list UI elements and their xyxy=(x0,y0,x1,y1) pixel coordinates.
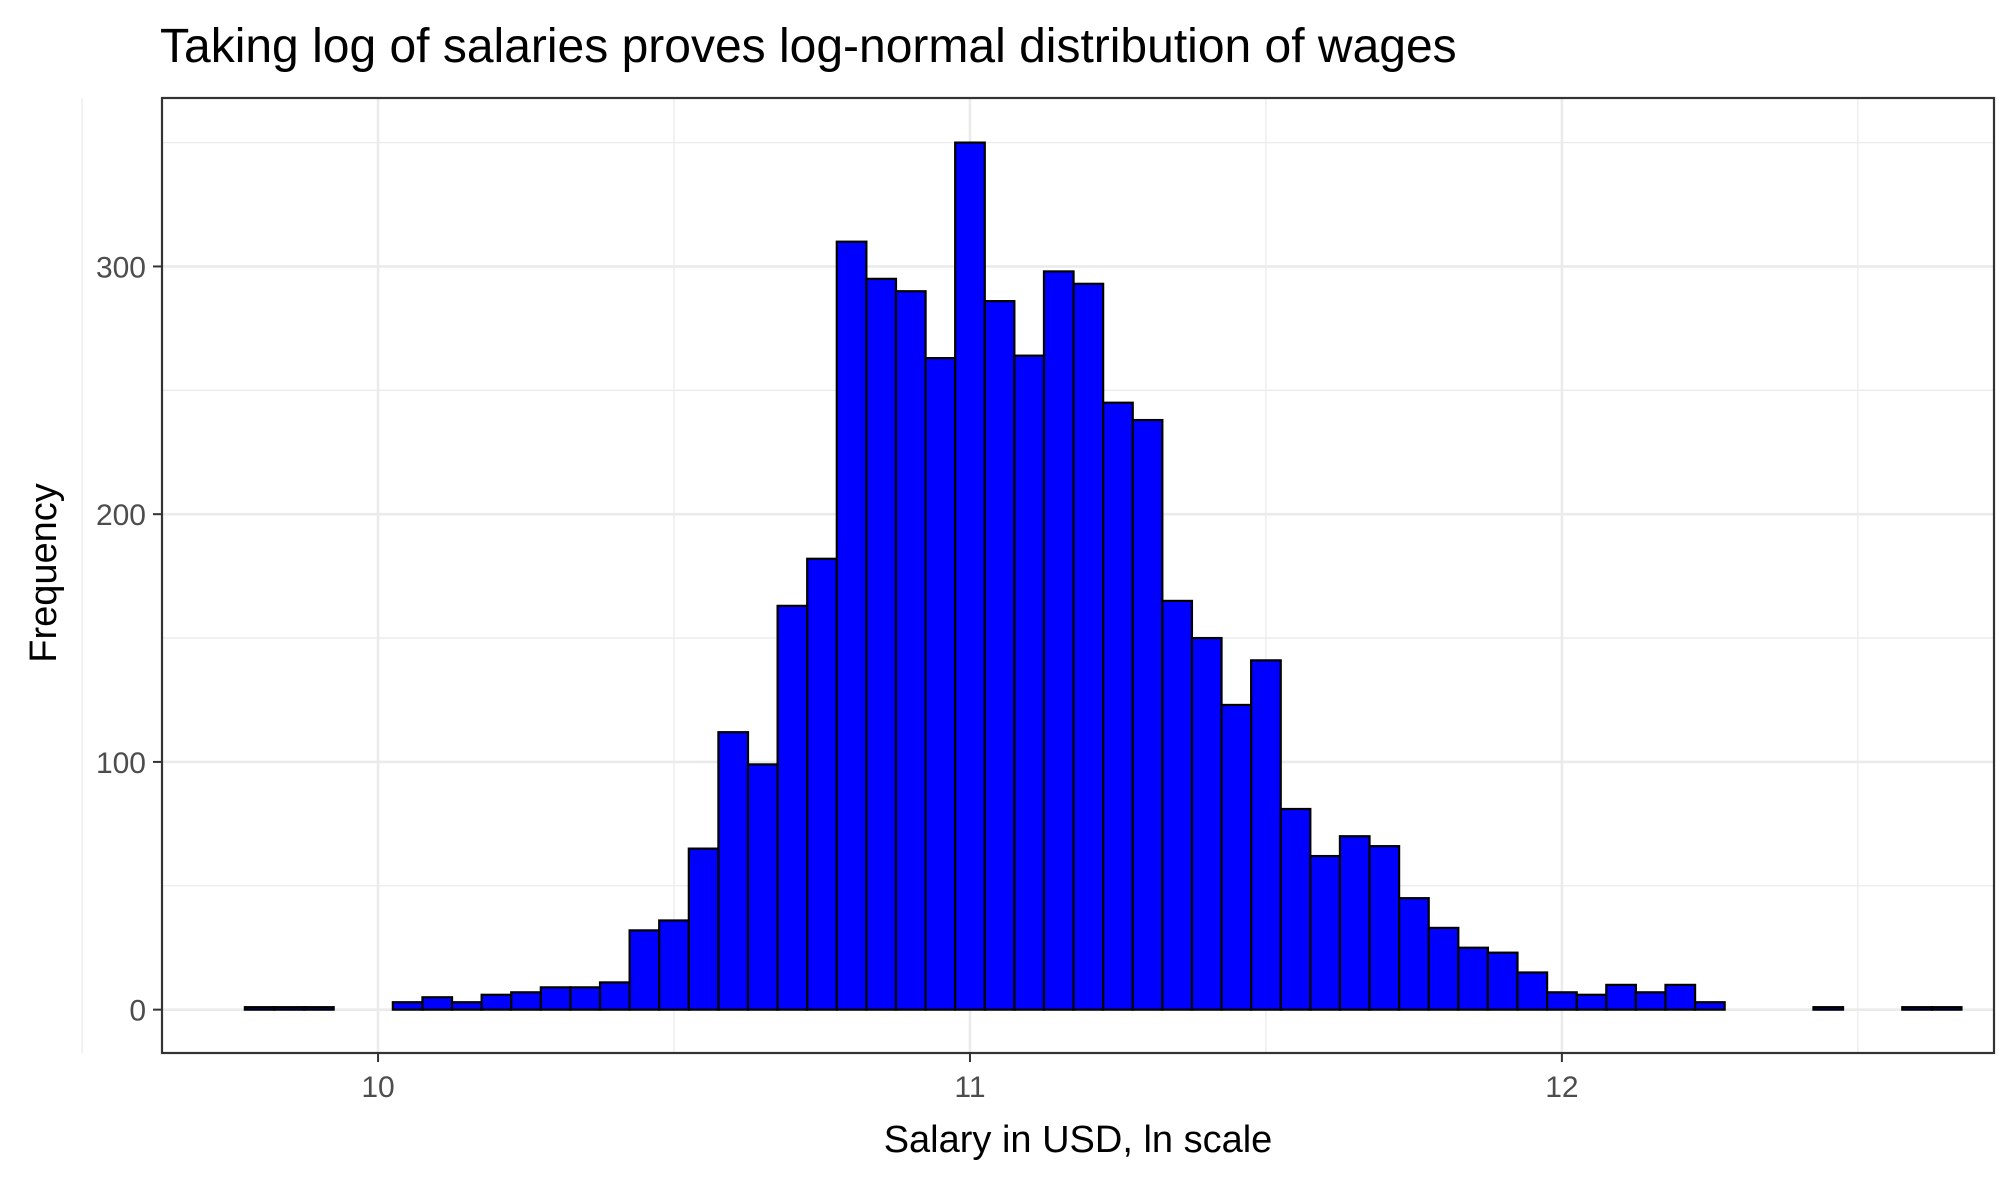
histogram-bar xyxy=(1161,599,1194,1011)
histogram-bar xyxy=(1486,951,1519,1011)
histogram-bar xyxy=(1338,835,1371,1011)
x-tick-label: 10 xyxy=(361,1071,394,1104)
histogram-bar xyxy=(1398,897,1430,1011)
histogram-bar xyxy=(1250,659,1282,1011)
histogram-bar xyxy=(983,300,1016,1011)
histogram-bar xyxy=(1131,418,1164,1011)
histogram-bar xyxy=(450,1001,483,1011)
histogram-bar xyxy=(539,986,572,1011)
histogram-bar xyxy=(1664,983,1697,1011)
histogram-bar xyxy=(1516,971,1549,1011)
histogram-bar xyxy=(1545,991,1578,1011)
y-tick-label: 300 xyxy=(96,251,146,284)
histogram-bar xyxy=(894,290,927,1011)
axis-ticks xyxy=(153,265,1563,1062)
histogram-bar xyxy=(391,1001,424,1011)
y-tick-label: 200 xyxy=(96,499,146,532)
histogram-bar xyxy=(658,919,690,1011)
histogram-bar xyxy=(598,981,631,1011)
histogram-bar xyxy=(243,1006,276,1011)
histogram-bar xyxy=(1575,993,1608,1011)
histogram-bar xyxy=(628,929,661,1011)
histogram-bar xyxy=(1812,1006,1845,1011)
histogram-bar xyxy=(1309,854,1342,1011)
histogram-bar xyxy=(302,1006,335,1011)
histogram-bar xyxy=(569,986,602,1011)
histogram-bar xyxy=(480,993,513,1011)
histogram-bar xyxy=(954,141,986,1011)
histogram-bar xyxy=(1930,1006,1963,1011)
histogram-bar xyxy=(510,991,542,1011)
histogram-bar xyxy=(1368,845,1401,1011)
histogram-bar xyxy=(1901,1006,1933,1011)
histogram-bar xyxy=(1102,401,1134,1011)
histogram-bar xyxy=(1457,946,1490,1011)
x-axis-title: Salary in USD, ln scale xyxy=(884,1119,1273,1161)
histogram-bar xyxy=(1693,1001,1726,1011)
histogram-bar xyxy=(1605,983,1637,1011)
x-tick-label: 11 xyxy=(954,1071,985,1104)
histogram-bar xyxy=(421,996,454,1011)
histogram-bar xyxy=(746,763,779,1011)
histogram-bar xyxy=(1634,991,1667,1011)
x-tick-label: 12 xyxy=(1545,1071,1578,1104)
histogram-bar xyxy=(1427,926,1460,1011)
histogram-bar xyxy=(776,604,809,1011)
histogram-bar xyxy=(835,240,868,1011)
histogram-bar xyxy=(1072,282,1105,1011)
histogram-bars xyxy=(243,141,1963,1011)
histogram-bar xyxy=(273,1006,306,1011)
histogram-bar xyxy=(924,357,957,1011)
histogram-bar xyxy=(1279,807,1312,1011)
chart-title: Taking log of salaries proves log-normal… xyxy=(160,20,1457,73)
y-tick-label: 0 xyxy=(129,995,146,1028)
histogram-bar xyxy=(1220,703,1253,1011)
histogram-bar xyxy=(1190,636,1223,1011)
y-tick-label: 100 xyxy=(96,747,146,780)
histogram-bar xyxy=(687,847,720,1011)
histogram-bar xyxy=(1013,354,1046,1011)
histogram-bar xyxy=(865,277,898,1011)
histogram-bar xyxy=(806,557,838,1011)
y-axis-title: Frequency xyxy=(23,483,65,663)
tick-labels: 10 11 12 0 100 200 300 xyxy=(96,251,1579,1104)
histogram-bar xyxy=(1042,270,1075,1011)
panel-border xyxy=(160,96,1996,1055)
histogram-bar xyxy=(717,731,750,1011)
